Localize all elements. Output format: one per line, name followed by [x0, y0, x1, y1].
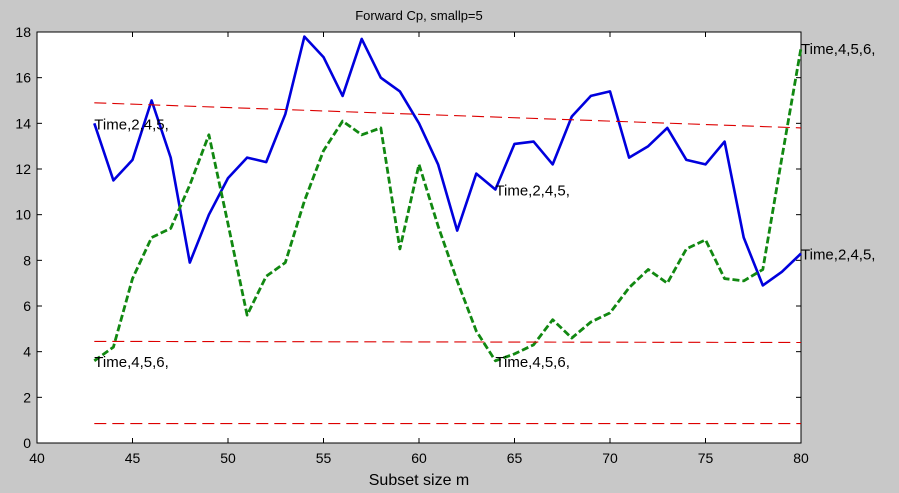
y-tick-label: 18: [15, 24, 31, 40]
chart-title: Forward Cp, smallp=5: [355, 8, 483, 23]
y-tick-label: 12: [15, 161, 31, 177]
x-tick-label: 70: [602, 450, 618, 466]
threshold-line: [94, 340, 802, 344]
x-tick-label: 75: [698, 450, 714, 466]
y-tick-label: 8: [23, 252, 31, 268]
x-tick-label: 50: [220, 450, 236, 466]
annotation-label: Time,4,5,6,: [495, 354, 569, 371]
y-tick-label: 14: [15, 115, 31, 131]
plot-lines: [93, 35, 803, 425]
y-tick-label: 6: [23, 298, 31, 314]
threshold-line: [94, 102, 802, 129]
x-tick-label: 45: [125, 450, 141, 466]
annotation-label: Time,4,5,6,: [801, 41, 875, 58]
axes-background: [36, 31, 802, 444]
annotation-label: Time,4,5,6,: [94, 354, 168, 371]
y-tick-label: 0: [23, 435, 31, 451]
x-axis: 40 45 50 55 60 65 70 75 80: [29, 32, 809, 466]
y-axis: 0 2 4 6 8 10 12 14 16 18: [15, 24, 801, 451]
x-tick-label: 80: [793, 450, 809, 466]
series-line-solid: [93, 35, 802, 287]
x-tick-label: 55: [316, 450, 332, 466]
x-tick-label: 60: [411, 450, 427, 466]
y-tick-label: 10: [15, 207, 31, 223]
y-tick-label: 2: [23, 389, 31, 405]
y-tick-label: 4: [23, 344, 31, 360]
y-tick-label: 16: [15, 70, 31, 86]
annotations: Time,2,4,5, Time,4,5,6, Time,2,4,5, Time,4,…: [94, 41, 875, 371]
x-tick-label: 65: [507, 450, 523, 466]
annotation-label: Time,2,4,5,: [801, 246, 875, 263]
series-line-dashed: [93, 47, 803, 363]
x-tick-label: 40: [29, 450, 45, 466]
annotation-label: Time,2,4,5,: [94, 116, 168, 133]
annotation-label: Time,2,4,5,: [495, 183, 569, 200]
x-axis-label: Subset size m: [369, 472, 469, 489]
